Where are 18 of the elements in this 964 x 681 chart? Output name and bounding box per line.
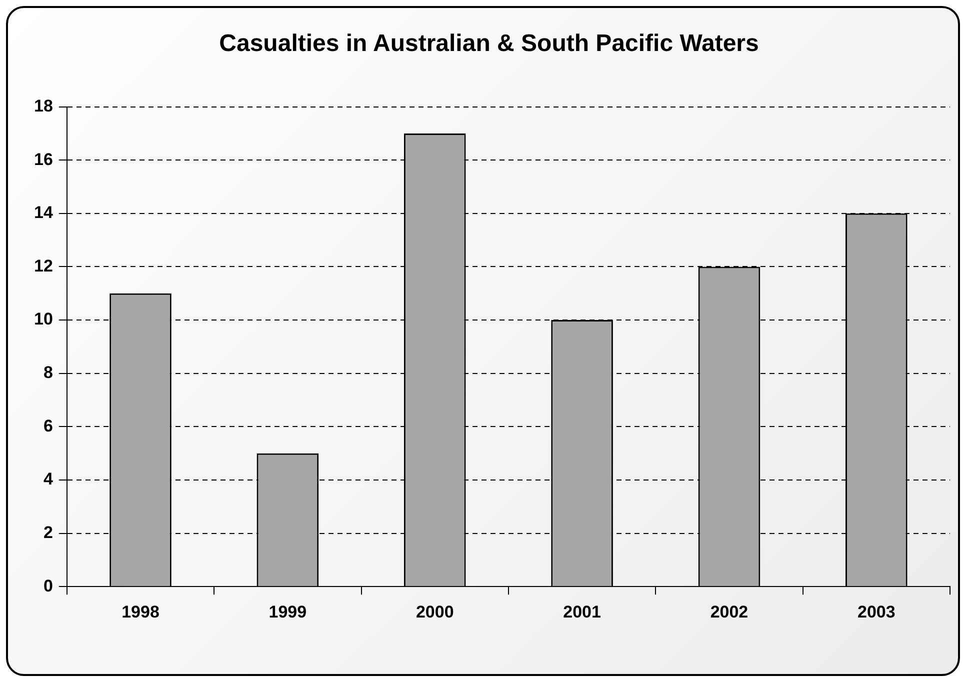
x-tick-label: 2003 xyxy=(857,602,896,622)
x-tick-label: 2000 xyxy=(416,602,454,622)
y-tick-label: 2 xyxy=(43,522,53,542)
x-tick-label: 2002 xyxy=(710,602,748,622)
x-tick-label: 2001 xyxy=(563,602,601,622)
x-tick-label: 1998 xyxy=(122,602,160,622)
y-tick-label: 16 xyxy=(34,150,53,169)
y-tick-label: 14 xyxy=(34,203,54,222)
y-tick-label: 0 xyxy=(43,576,53,596)
y-tick-label: 4 xyxy=(43,470,54,489)
x-tick-label: 1999 xyxy=(268,602,307,622)
chart-frame: Casualties in Australian & South Pacific Waters 1998 1999 2000 2001 2002 2003 0 2 4 6 8 10 12 14 16 18 xyxy=(6,6,960,676)
chart-title: Casualties in Australian & South Pacific Waters xyxy=(219,30,759,58)
y-tick-label: 8 xyxy=(43,363,53,382)
y-tick-label: 18 xyxy=(34,96,53,116)
y-tick-label: 6 xyxy=(43,416,53,436)
y-tick-label: 12 xyxy=(34,256,53,276)
y-tick-label: 10 xyxy=(34,310,53,329)
